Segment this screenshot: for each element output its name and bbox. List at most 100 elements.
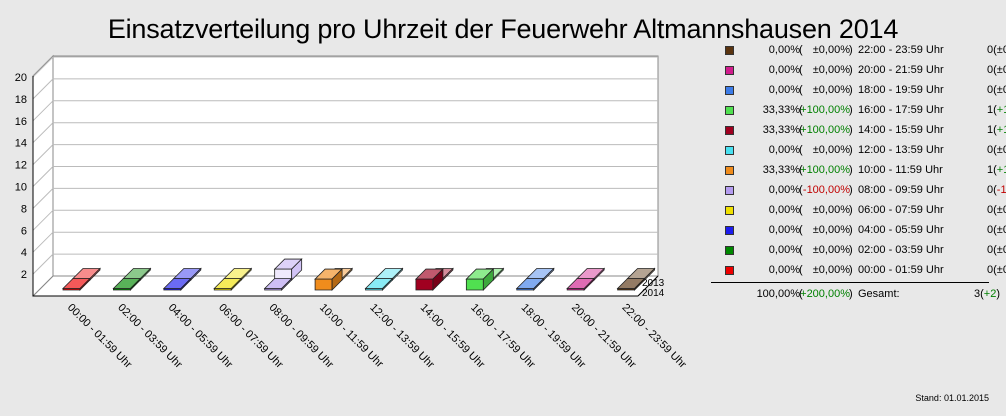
legend-percent: 0,00% (768, 64, 800, 76)
depth-axis (637, 275, 659, 297)
y-tick-label: 14 (15, 138, 27, 150)
total-percent-change: +200,00% (800, 288, 850, 300)
y-tick-label: 12 (15, 160, 27, 172)
gridline-side (32, 122, 54, 144)
legend-label: 10:00 - 11:59 Uhr (858, 164, 943, 176)
legend-percent-change: +100,00% (800, 104, 850, 116)
legend-count: 1(+1) (987, 104, 1006, 116)
bar-2014 (616, 277, 646, 291)
legend-swatch (725, 146, 734, 155)
legend: 0,00%(±0,00%)22:00 - 23:59 Uhr0(±0)0,00%… (718, 41, 1006, 281)
legend-swatch (725, 66, 734, 75)
y-tick-label: 6 (21, 225, 27, 237)
bar-2014 (263, 277, 293, 291)
gridline-side (32, 78, 54, 100)
y-tick-label: 18 (15, 94, 27, 106)
y-tick-label: 16 (15, 116, 27, 128)
legend-percent: 33,33% (762, 164, 800, 176)
gridline-side (32, 166, 54, 187)
legend-label: 14:00 - 15:59 Uhr (858, 124, 944, 136)
legend-percent-change: ±0,00% (812, 244, 850, 256)
legend-percent: 33,33% (762, 124, 800, 136)
series-label-2013: 2013 (642, 278, 665, 289)
legend-swatch (725, 166, 734, 175)
legend-count: 0(±0) (987, 244, 1006, 256)
legend-label: 22:00 - 23:59 Uhr (858, 44, 944, 56)
legend-label: 20:00 - 21:59 Uhr (858, 64, 944, 76)
legend-percent-change: +100,00% (800, 164, 850, 176)
bar-2014 (414, 268, 444, 291)
legend-separator (711, 282, 989, 283)
legend-percent: 0,00% (768, 144, 800, 156)
bar-2014 (364, 277, 394, 291)
legend-swatch (725, 186, 734, 195)
legend-percent: 0,00% (768, 224, 800, 236)
bar-2014 (515, 277, 545, 291)
total-count: 3(+2) (974, 288, 1001, 300)
legend-percent-change: ±0,00% (812, 224, 850, 236)
legend-swatch (725, 266, 734, 275)
y-tick-label: 4 (21, 247, 27, 259)
total-label: Gesamt: (858, 288, 900, 300)
legend-count: 1(+1) (987, 124, 1006, 136)
legend-percent-change: ±0,00% (812, 44, 850, 56)
legend-percent-change: ±0,00% (812, 204, 850, 216)
legend-total-row: 100,00% ( +200,00% ) Gesamt: 3(+2) (756, 288, 1001, 300)
gridline-side (32, 188, 54, 209)
legend-percent-change: ±0,00% (812, 64, 850, 76)
legend-percent: 0,00% (768, 44, 800, 56)
legend-swatch (725, 246, 734, 255)
total-percent: 100,00% (756, 288, 800, 300)
bar-2014 (314, 268, 344, 291)
legend-label: 12:00 - 13:59 Uhr (858, 144, 944, 156)
legend-label: 08:00 - 09:59 Uhr (858, 184, 944, 196)
legend-swatch (725, 106, 734, 115)
chart-title: Einsatzverteilung pro Uhrzeit der Feuerw… (107, 14, 899, 44)
legend-count: 1(+1) (987, 164, 1006, 176)
legend-count: 0(-1) (987, 184, 1006, 196)
legend-percent: 0,00% (768, 204, 800, 216)
legend-swatch (725, 206, 734, 215)
legend-count: 0(±0) (987, 264, 1006, 276)
gridline-side (32, 231, 54, 253)
legend-swatch (725, 46, 734, 55)
legend-count: 0(±0) (987, 204, 1006, 216)
gridline-side (32, 100, 54, 122)
legend-percent-change: ±0,00% (812, 84, 850, 96)
legend-percent-change: ±0,00% (812, 144, 850, 156)
legend-label: 18:00 - 19:59 Uhr (858, 84, 944, 96)
stand-date: Stand: 01.01.2015 (915, 393, 989, 403)
gridline-side (32, 209, 54, 231)
legend-label: 00:00 - 01:59 Uhr (858, 264, 944, 276)
legend-percent: 0,00% (768, 84, 800, 96)
legend-label: 06:00 - 07:59 Uhr (858, 204, 944, 216)
legend-percent: 33,33% (762, 104, 800, 116)
legend-count: 0(±0) (987, 64, 1006, 76)
legend-label: 02:00 - 03:59 Uhr (858, 244, 944, 256)
y-tick-label: 20 (15, 72, 27, 84)
legend-swatch (725, 226, 734, 235)
gridline-side (32, 253, 54, 275)
y-tick-label: 10 (15, 182, 27, 194)
legend-count: 0(±0) (987, 144, 1006, 156)
series-label-2014: 2014 (642, 288, 665, 299)
y-tick-label: 2 (21, 269, 27, 281)
legend-percent-change: +100,00% (800, 124, 850, 136)
legend-percent: 0,00% (768, 264, 800, 276)
gridline-side (32, 56, 54, 78)
legend-label: 16:00 - 17:59 Uhr (858, 104, 944, 116)
legend-percent: 0,00% (768, 244, 800, 256)
y-tick-label: 8 (21, 203, 27, 215)
